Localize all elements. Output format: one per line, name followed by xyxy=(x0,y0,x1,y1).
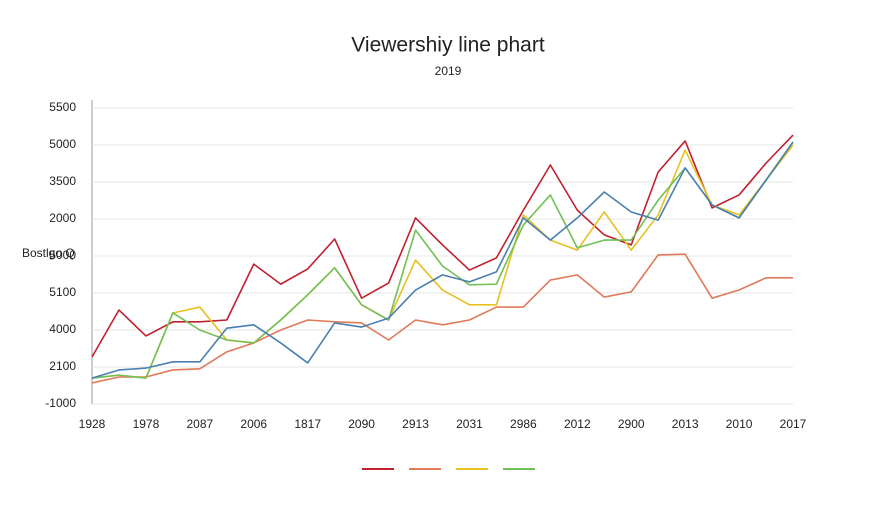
y-tick-label: 5500 xyxy=(49,100,76,114)
y-tick-label: 5000 xyxy=(49,137,76,151)
series-line xyxy=(91,253,793,384)
x-tick-label: 2012 xyxy=(564,417,591,431)
x-tick-label: 2010 xyxy=(726,417,753,431)
series-line xyxy=(91,134,794,358)
x-tick-label: 1978 xyxy=(133,417,160,431)
series-line xyxy=(91,141,794,379)
y-tick-label: 2000 xyxy=(49,211,76,225)
y-tick-label: 2100 xyxy=(49,359,76,373)
x-tick-label: 2090 xyxy=(348,417,375,431)
x-tick-label: 2900 xyxy=(618,417,645,431)
y-tick-label: 5000 xyxy=(49,248,76,262)
y-tick-label: 3500 xyxy=(49,174,76,188)
y-tick-label: 4000 xyxy=(49,322,76,336)
x-tick-label: 2013 xyxy=(672,417,699,431)
x-tick-label: 1928 xyxy=(79,417,106,431)
y-tick-label: 5100 xyxy=(49,285,76,299)
x-tick-label: 2087 xyxy=(186,417,213,431)
y-tick-label: -1000 xyxy=(45,396,76,410)
series-line xyxy=(91,141,794,379)
x-tick-label: 1817 xyxy=(294,417,321,431)
x-tick-label: 2913 xyxy=(402,417,429,431)
x-tick-label: 2006 xyxy=(240,417,267,431)
x-tick-label: 2017 xyxy=(780,417,807,431)
x-tick-label: 2986 xyxy=(510,417,537,431)
series-line xyxy=(91,144,794,379)
y-axis-label: Bostlgo Q xyxy=(22,246,75,260)
chart-subtitle: 2019 xyxy=(435,64,462,78)
chart-title: Viewershiy line phart xyxy=(351,34,545,57)
x-tick-label: 2031 xyxy=(456,417,483,431)
